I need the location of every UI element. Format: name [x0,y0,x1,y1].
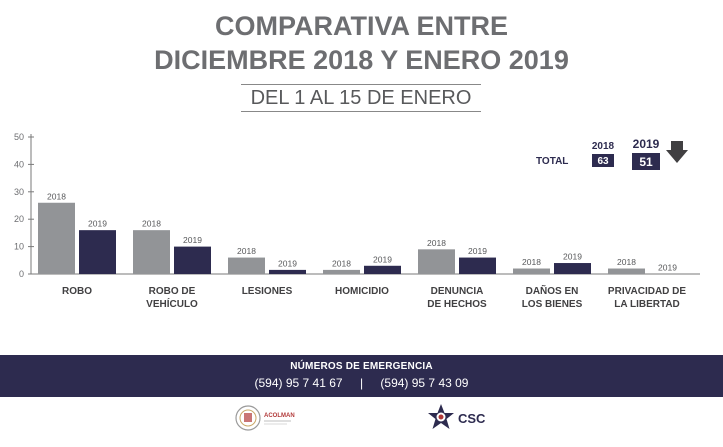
category-label: HOMICIDIO [335,286,389,297]
total-2018-box [592,154,614,167]
category-label: LOS BIENES [522,299,583,310]
bar-chart: 0 10 20 30 40 50 2018 2019 ROBO 2018 2019 ROBO DEVE… [14,132,700,310]
bar-2019-5 [554,263,591,274]
y-tick-label: 20 [14,214,24,224]
bar-2018-2 [228,257,265,274]
emergency-footer: NÚMEROS DE EMERGENCIA (594) 95 7 41 67 |… [0,355,723,397]
acolman-logo-text: ACOLMAN [264,413,295,419]
category-label: PRIVACIDAD DE [608,286,686,297]
bar-series-label: 2019 [278,258,297,268]
bar-2019-2 [269,269,306,274]
down-arrow-icon [666,141,688,163]
bar-2018-3 [323,269,360,274]
bar-series-label: 2019 [563,252,582,262]
total-label: TOTAL [536,156,568,167]
bar-series-label: 2018 [142,219,161,229]
bar-2019-3 [364,265,401,274]
y-tick-label: 0 [19,269,24,279]
bar-series-label: 2018 [427,238,446,248]
bar-series-label: 2019 [88,219,107,229]
y-tick-label: 40 [14,159,24,169]
footer-phones: (594) 95 7 41 67 | (594) 95 7 43 09 [0,376,723,390]
total-2019-year: 2019 [633,137,660,151]
bar-series-label: 2018 [617,257,636,267]
bar-2018-5 [513,268,550,274]
bar-2018-0 [38,202,75,274]
bar-series-label: 2018 [47,191,66,201]
y-tick-label: 50 [14,132,24,142]
bar-2018-1 [133,230,170,274]
acolman-logo: ACOLMAN [235,405,295,431]
category-label: VEHÍCULO [146,297,198,310]
page-subtitle: DEL 1 AL 15 DE ENERO [241,84,481,112]
category-label: DAÑOS EN [526,284,579,297]
y-tick-label: 10 [14,242,24,252]
page-title-line-1: COMPARATIVA ENTRE [215,11,508,41]
total-2019-value: 51 [639,155,653,169]
bar-series-label: 2019 [468,246,487,256]
bar-series-label: 2018 [237,246,256,256]
bar-2018-4 [418,249,455,274]
phone-separator: | [359,376,364,390]
bar-2019-0 [79,230,116,274]
bar-series-label: 2018 [522,257,541,267]
bar-2018-6 [608,268,645,274]
emergency-phone-1: (594) 95 7 41 67 [254,376,343,390]
bar-series-label: 2019 [658,263,677,273]
category-label: DENUNCIA [431,286,484,297]
category-label: ROBO DE [149,286,196,297]
page-title-line-2: DICIEMBRE 2018 Y ENERO 2019 [154,45,569,75]
total-2018-value: 63 [597,156,609,167]
bar-series-label: 2018 [332,258,351,268]
emergency-phone-2: (594) 95 7 43 09 [380,376,469,390]
bar-2019-1 [174,246,211,274]
y-tick-label: 30 [14,187,24,197]
total-2019-box [632,153,660,170]
csc-logo-text: CSC [458,411,486,426]
bar-2019-4 [459,257,496,274]
category-label: ROBO [62,286,92,297]
bar-series-label: 2019 [183,235,202,245]
category-label: LA LIBERTAD [614,299,680,310]
csc-logo: CSC [428,404,486,429]
footer-title: NÚMEROS DE EMERGENCIA [290,361,433,372]
bar-series-label: 2019 [373,254,392,264]
total-2018-year: 2018 [592,141,615,152]
category-label: DE HECHOS [427,299,487,310]
category-label: LESIONES [242,286,293,297]
